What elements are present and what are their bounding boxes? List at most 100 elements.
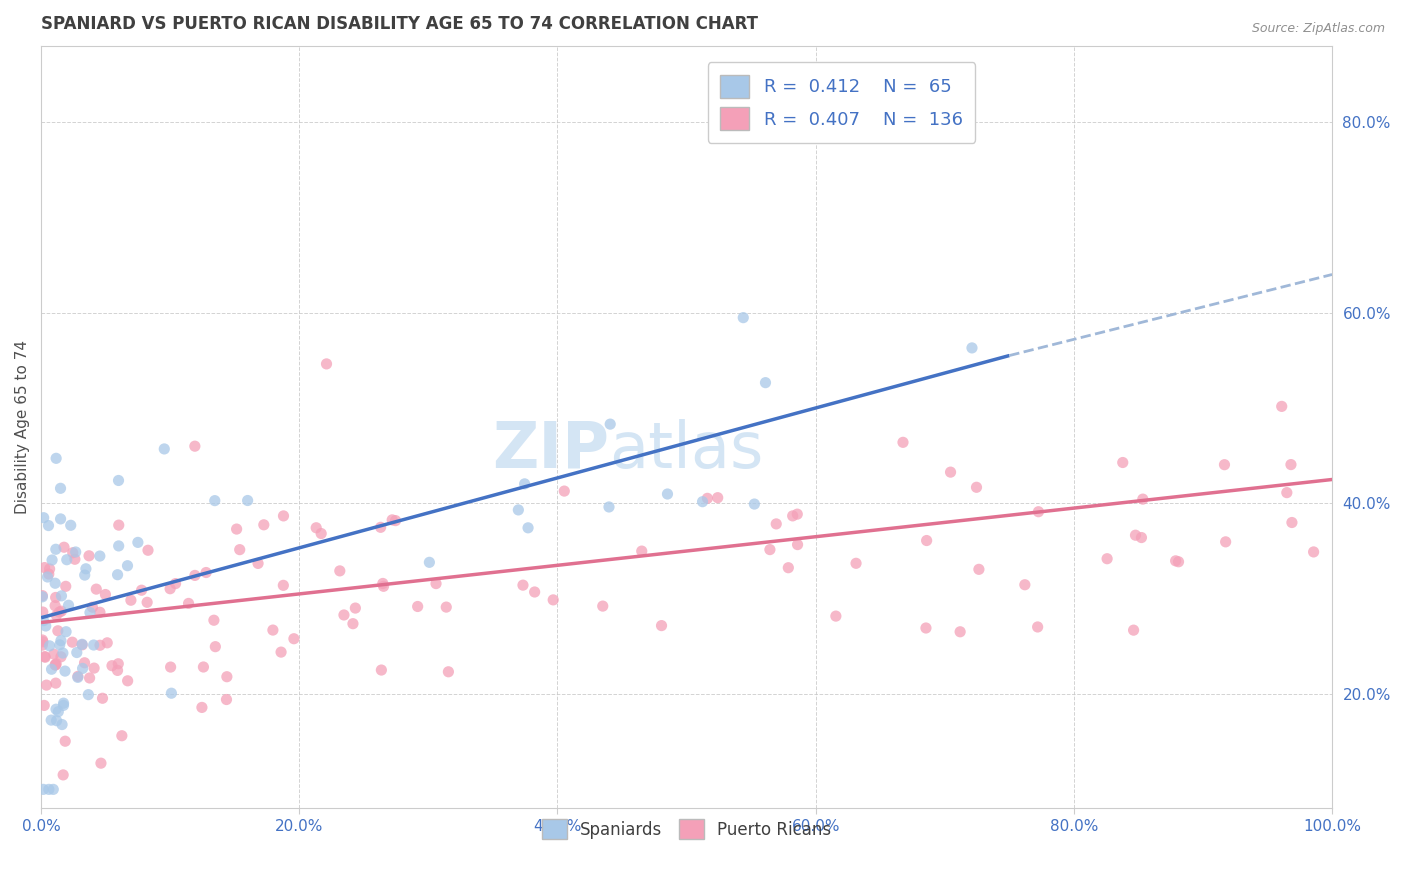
- Point: [31, 632, 53, 647]
- Point: [32, 614, 55, 628]
- Point: [1271, 400, 1294, 414]
- Point: [733, 310, 755, 325]
- Point: [89, 638, 111, 652]
- Point: [273, 578, 295, 592]
- Point: [1213, 458, 1236, 472]
- Point: [49, 649, 72, 664]
- Point: [84, 582, 107, 596]
- Text: Source: ZipAtlas.com: Source: ZipAtlas.com: [1251, 22, 1385, 36]
- Point: [70, 637, 93, 651]
- Y-axis label: Disability Age 65 to 74: Disability Age 65 to 74: [15, 340, 30, 514]
- Point: [845, 557, 868, 571]
- Point: [38, 567, 60, 582]
- Point: [177, 596, 200, 610]
- Point: [107, 664, 129, 678]
- Point: [52, 646, 75, 660]
- Point: [305, 521, 328, 535]
- Point: [371, 576, 394, 591]
- Point: [89, 605, 111, 619]
- Point: [45, 542, 67, 557]
- Point: [553, 484, 575, 499]
- Point: [34, 560, 56, 574]
- Point: [51, 589, 73, 603]
- Point: [63, 552, 86, 566]
- Point: [184, 439, 207, 453]
- Point: [786, 538, 808, 552]
- Point: [53, 540, 76, 554]
- Point: [253, 517, 276, 532]
- Point: [195, 566, 218, 580]
- Point: [512, 578, 534, 592]
- Point: [107, 567, 129, 582]
- Point: [35, 678, 58, 692]
- Point: [891, 435, 914, 450]
- Point: [406, 599, 429, 614]
- Point: [45, 676, 67, 690]
- Point: [1122, 623, 1144, 637]
- Point: [53, 664, 76, 678]
- Point: [45, 702, 67, 716]
- Point: [72, 661, 94, 675]
- Point: [66, 646, 89, 660]
- Point: [1164, 554, 1187, 568]
- Point: [107, 657, 129, 671]
- Point: [82, 600, 104, 615]
- Point: [1167, 555, 1189, 569]
- Point: [193, 660, 215, 674]
- Point: [131, 583, 153, 598]
- Point: [960, 341, 983, 355]
- Point: [91, 691, 114, 706]
- Point: [381, 513, 404, 527]
- Point: [786, 507, 808, 521]
- Point: [38, 518, 60, 533]
- Point: [373, 579, 395, 593]
- Point: [42, 782, 65, 797]
- Point: [204, 493, 226, 508]
- Point: [136, 543, 159, 558]
- Point: [1279, 458, 1302, 472]
- Point: [34, 649, 56, 664]
- Point: [1132, 492, 1154, 507]
- Point: [508, 503, 530, 517]
- Point: [370, 663, 392, 677]
- Point: [41, 662, 63, 676]
- Point: [136, 595, 159, 609]
- Point: [96, 636, 118, 650]
- Point: [42, 647, 65, 661]
- Point: [127, 535, 149, 549]
- Point: [696, 491, 718, 506]
- Point: [782, 508, 804, 523]
- Point: [32, 510, 55, 524]
- Point: [45, 658, 67, 673]
- Point: [778, 560, 800, 574]
- Point: [89, 549, 111, 563]
- Point: [75, 562, 97, 576]
- Point: [236, 493, 259, 508]
- Point: [949, 624, 972, 639]
- Point: [32, 782, 55, 797]
- Point: [31, 605, 53, 619]
- Point: [32, 698, 55, 713]
- Point: [915, 533, 938, 548]
- Point: [79, 671, 101, 685]
- Point: [66, 670, 89, 684]
- Point: [83, 638, 105, 652]
- Point: [765, 516, 787, 531]
- Point: [1275, 485, 1298, 500]
- Point: [160, 686, 183, 700]
- Point: [1302, 545, 1324, 559]
- Point: [517, 521, 540, 535]
- Point: [967, 562, 990, 576]
- Point: [38, 562, 60, 576]
- Point: [159, 660, 181, 674]
- Point: [66, 669, 89, 683]
- Point: [1215, 534, 1237, 549]
- Point: [191, 700, 214, 714]
- Point: [759, 542, 782, 557]
- Point: [45, 451, 67, 466]
- Point: [153, 442, 176, 456]
- Point: [1026, 620, 1049, 634]
- Point: [49, 512, 72, 526]
- Point: [31, 589, 53, 603]
- Point: [46, 624, 69, 638]
